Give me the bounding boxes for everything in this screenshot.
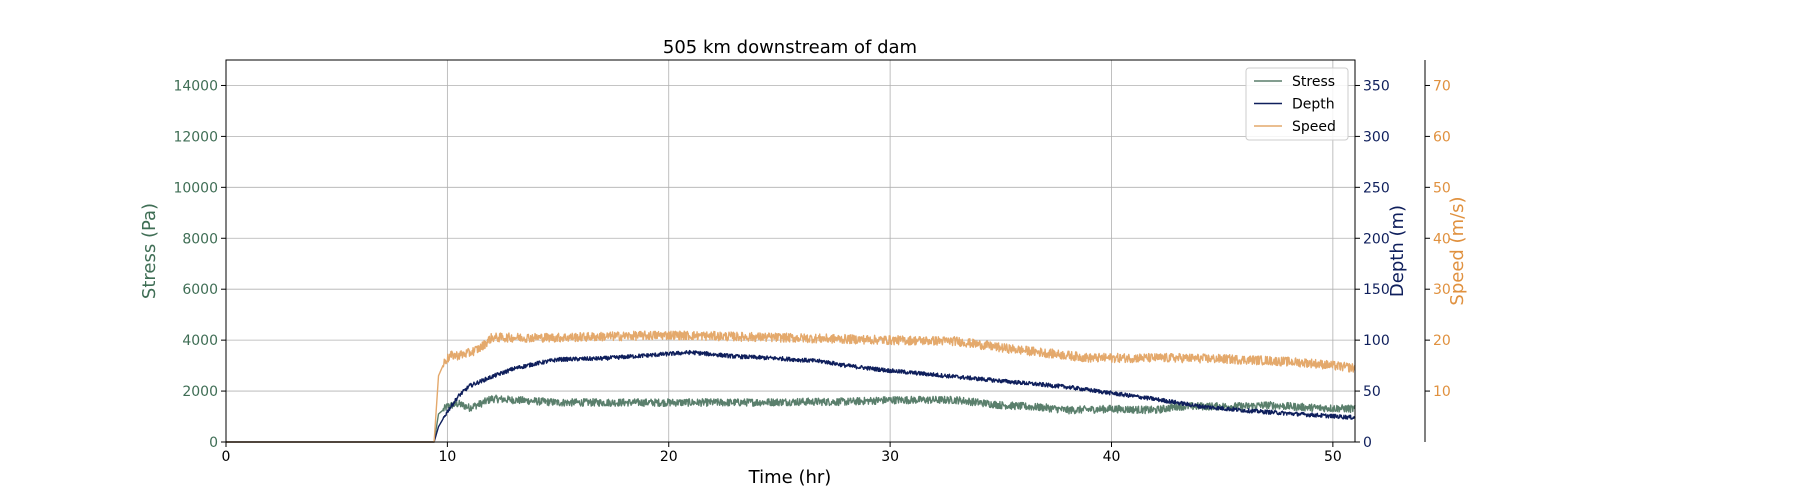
depth-tick-label: 200 xyxy=(1363,231,1390,247)
stress-tick-label: 14000 xyxy=(173,78,218,94)
depth-tick-label: 250 xyxy=(1363,180,1390,196)
chart-title: 505 km downstream of dam xyxy=(663,37,917,58)
speed-tick-label: 10 xyxy=(1433,384,1451,400)
legend-label-stress: Stress xyxy=(1292,74,1335,90)
depth-tick-label: 100 xyxy=(1363,333,1390,349)
x-tick-label: 40 xyxy=(1103,449,1121,465)
legend-box xyxy=(1245,67,1349,141)
depth-axis-label: Depth (m) xyxy=(1387,205,1408,297)
series-line-depth xyxy=(226,349,1356,443)
legend: Stress Depth Speed xyxy=(1245,67,1349,141)
stress-tick-label: 10000 xyxy=(173,180,218,196)
stress-tick-label: 6000 xyxy=(182,282,218,298)
speed-tick-label: 30 xyxy=(1433,282,1451,298)
depth-tick-label: 350 xyxy=(1363,78,1390,94)
plot-frame xyxy=(225,59,1356,443)
series-line-speed xyxy=(226,330,1356,443)
series-line-stress xyxy=(226,394,1356,443)
depth-tick-label: 0 xyxy=(1363,435,1372,451)
legend-label-speed: Speed xyxy=(1292,119,1336,135)
series-lines xyxy=(226,330,1356,443)
x-tick-label: 0 xyxy=(222,449,231,465)
stress-tick-label: 8000 xyxy=(182,231,218,247)
speed-tick-label: 50 xyxy=(1433,180,1451,196)
stress-tick-label: 2000 xyxy=(182,384,218,400)
stress-tick-label: 4000 xyxy=(182,333,218,349)
x-tick-label: 30 xyxy=(881,449,899,465)
depth-tick-label: 50 xyxy=(1363,384,1381,400)
stress-axis-label: Stress (Pa) xyxy=(139,203,160,299)
x-tick-label: 20 xyxy=(660,449,678,465)
speed-tick-label: 20 xyxy=(1433,333,1451,349)
stress-tick-label: 0 xyxy=(209,435,218,451)
stress-tick-label: 12000 xyxy=(173,129,218,145)
x-tick-label: 50 xyxy=(1324,449,1342,465)
speed-tick-label: 60 xyxy=(1433,129,1451,145)
depth-tick-label: 300 xyxy=(1363,129,1390,145)
speed-axis-label: Speed (m/s) xyxy=(1447,196,1468,305)
x-tick-label: 10 xyxy=(438,449,456,465)
depth-tick-label: 150 xyxy=(1363,282,1390,298)
grid-lines xyxy=(225,60,1355,443)
speed-tick-label: 40 xyxy=(1433,231,1451,247)
speed-tick-label: 70 xyxy=(1433,78,1451,94)
legend-label-depth: Depth xyxy=(1292,97,1335,113)
axes: 0 10 20 30 40 5002000400060008000100001200014… xyxy=(139,59,1468,465)
x-axis-label: Time (hr) xyxy=(748,467,832,488)
